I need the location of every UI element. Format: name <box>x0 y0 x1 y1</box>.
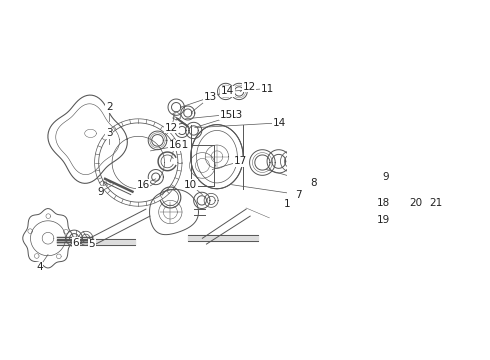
Text: 16: 16 <box>136 180 149 190</box>
Text: 9: 9 <box>383 172 389 182</box>
Text: 21: 21 <box>429 198 442 208</box>
Text: 13: 13 <box>229 110 243 120</box>
Text: 12: 12 <box>165 122 178 132</box>
Text: 19: 19 <box>376 215 390 225</box>
Text: 14: 14 <box>272 118 286 128</box>
Text: 4: 4 <box>36 262 43 273</box>
Text: 2: 2 <box>106 102 113 112</box>
Text: 6: 6 <box>73 238 79 248</box>
Text: 7: 7 <box>295 190 302 199</box>
Text: 18: 18 <box>376 198 390 208</box>
Text: 3: 3 <box>106 129 113 138</box>
Text: 5: 5 <box>88 239 95 249</box>
Text: 11: 11 <box>261 84 274 94</box>
Text: 15: 15 <box>220 110 233 120</box>
Text: 20: 20 <box>410 198 423 208</box>
Text: 10: 10 <box>184 180 197 190</box>
Text: 1: 1 <box>284 199 290 210</box>
Text: 9: 9 <box>97 186 104 197</box>
Text: 8: 8 <box>310 178 317 188</box>
Text: 13: 13 <box>203 92 217 102</box>
Text: 12: 12 <box>243 82 256 92</box>
Text: 11: 11 <box>175 140 189 150</box>
Text: 17: 17 <box>234 156 247 166</box>
Text: 14: 14 <box>221 86 234 96</box>
Text: 16: 16 <box>169 140 182 150</box>
